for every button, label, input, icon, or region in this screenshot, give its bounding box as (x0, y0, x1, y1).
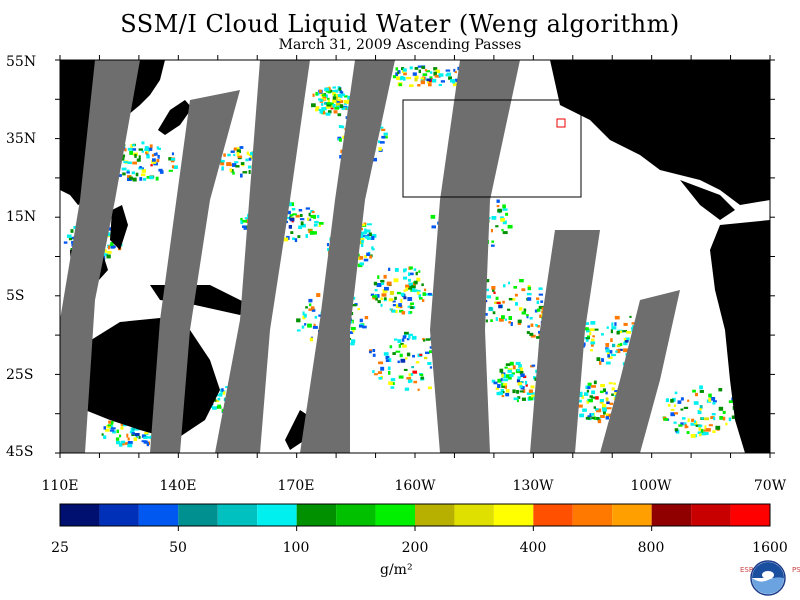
lat-label: 15N (6, 209, 37, 225)
lat-label: 55N (6, 54, 37, 70)
map-subtitle: March 31, 2009 Ascending Passes (278, 37, 522, 53)
lon-label: 170E (277, 478, 315, 494)
axis-ticks (55, 55, 775, 458)
land-masses (60, 60, 770, 453)
colorbar-swatch (138, 504, 179, 526)
colorbar-units: g/m² (380, 562, 413, 578)
no-data-swaths (60, 60, 680, 453)
colorbar-swatch (651, 504, 692, 526)
north-america-land (550, 60, 770, 205)
south-america-land (710, 220, 770, 453)
colorbar-swatch (375, 504, 415, 526)
lon-label: 70W (753, 478, 787, 494)
colorbar-label: 1600 (752, 540, 788, 556)
colorbar-swatch (60, 504, 100, 526)
colorbar-swatch (454, 504, 494, 526)
lon-label: 160W (394, 478, 436, 494)
noaa-logo-icon (750, 560, 786, 596)
colorbar-label: 800 (637, 540, 665, 556)
lat-label: 45S (6, 444, 34, 460)
colorbar-swatch (572, 504, 613, 526)
colorbar-swatch (99, 504, 139, 526)
colorbar-swatch (217, 504, 258, 526)
colorbar-swatch (730, 504, 770, 526)
colorbar-label: 200 (401, 540, 429, 556)
lat-label: 25S (6, 367, 34, 383)
colorbar-swatch (533, 504, 573, 526)
colorbar (59, 503, 771, 531)
colorbar-label: 100 (282, 540, 310, 556)
colorbar-swatch (178, 504, 218, 526)
colorbar-label: 50 (169, 540, 187, 556)
colorbar-swatch (691, 504, 731, 526)
lon-label: 100W (630, 478, 672, 494)
marker-box (556, 118, 566, 128)
map-title: SSM/I Cloud Liquid Water (Weng algorithm… (120, 10, 680, 38)
psd-side-label: PSD (792, 566, 800, 574)
colorbar-label: 25 (51, 540, 69, 556)
central-america-land (680, 180, 735, 220)
colorbar-swatch (493, 504, 534, 526)
lon-label: 130W (512, 478, 554, 494)
lon-label: 110E (41, 478, 79, 494)
lat-label: 35N (6, 131, 37, 147)
colorbar-swatch (336, 504, 376, 526)
region-box (402, 99, 582, 198)
colorbar-swatch (612, 504, 652, 526)
colorbar-swatch (296, 504, 337, 526)
lon-label: 140E (159, 478, 197, 494)
japan-land (158, 100, 192, 135)
lat-label: 5S (6, 288, 25, 304)
colorbar-label: 400 (519, 540, 547, 556)
colorbar-swatch (415, 504, 455, 526)
philippines-land (110, 205, 128, 250)
colorbar-swatch (257, 504, 297, 526)
